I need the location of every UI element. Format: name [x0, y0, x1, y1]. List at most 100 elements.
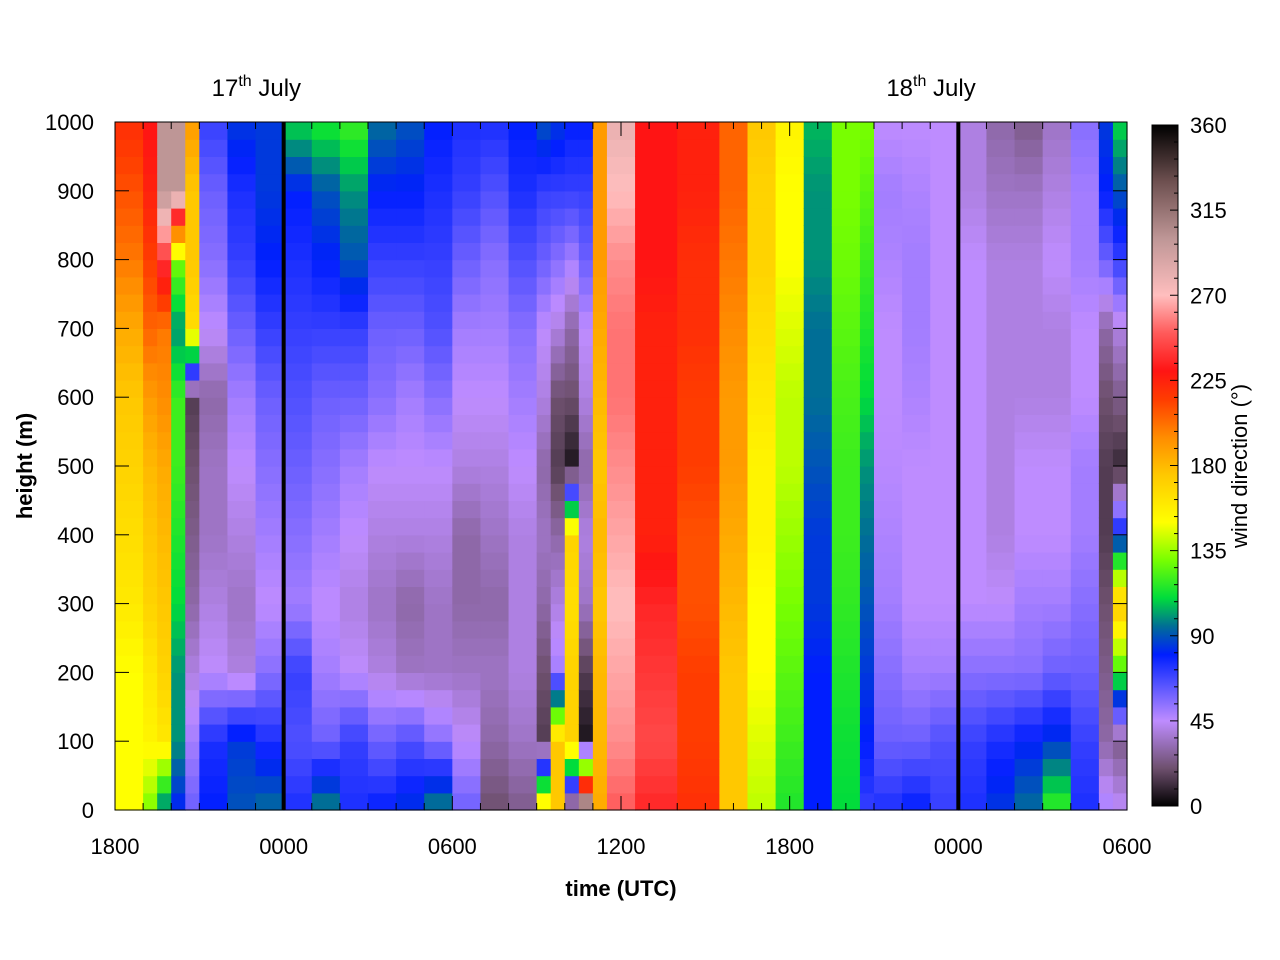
- heatmap-cell: [550, 466, 566, 484]
- heatmap-cell: [635, 741, 678, 759]
- heatmap-cell: [143, 672, 158, 691]
- heatmap-cell: [115, 483, 144, 501]
- heatmap-cell: [1112, 517, 1128, 536]
- heatmap-cell: [747, 724, 777, 742]
- heatmap-cell: [283, 362, 313, 381]
- heatmap-cell: [874, 792, 903, 811]
- heatmap-cell: [171, 500, 186, 519]
- heatmap-cell: [550, 517, 566, 536]
- heatmap-cell: [606, 603, 636, 622]
- heatmap-cell: [564, 517, 580, 536]
- heatmap-cell: [1070, 552, 1100, 570]
- heatmap-cell: [803, 500, 833, 519]
- heatmap-cell: [339, 706, 369, 725]
- heatmap-cell: [536, 448, 552, 467]
- colorbar-tick-label: 360: [1190, 113, 1227, 138]
- heatmap-cell: [874, 156, 903, 175]
- heatmap-cell: [115, 139, 144, 157]
- heatmap-cell: [677, 724, 720, 742]
- heatmap-cell: [227, 620, 257, 639]
- heatmap-cell: [831, 122, 861, 140]
- heatmap-cell: [930, 689, 959, 708]
- heatmap-cell: [986, 294, 1016, 312]
- heatmap-cell: [986, 414, 1016, 433]
- heatmap-cell: [592, 466, 608, 484]
- heatmap-cell: [480, 208, 510, 226]
- heatmap-cell: [255, 311, 285, 329]
- heatmap-cell: [157, 534, 172, 553]
- heatmap-cell: [677, 569, 720, 587]
- heatmap-cell: [747, 294, 777, 312]
- heatmap-cell: [930, 173, 959, 192]
- heatmap-cell: [368, 603, 397, 622]
- heatmap-cell: [677, 345, 720, 364]
- heatmap-cell: [958, 139, 988, 157]
- heatmap-cell: [199, 758, 229, 777]
- heatmap-cell: [578, 139, 594, 157]
- heatmap-cell: [564, 380, 580, 398]
- heatmap-cell: [775, 156, 805, 175]
- heatmap-cell: [803, 380, 833, 398]
- heatmap-cell: [635, 259, 678, 278]
- heatmap-cell: [677, 689, 720, 708]
- heatmap-cell: [480, 225, 510, 243]
- heatmap-cell: [199, 672, 229, 691]
- heatmap-cell: [283, 414, 313, 433]
- day-marker-label: 18th July: [886, 73, 975, 102]
- heatmap-cell: [930, 139, 959, 157]
- heatmap-cell: [227, 689, 257, 708]
- heatmap-cell: [578, 586, 594, 605]
- heatmap-cell: [452, 569, 482, 587]
- heatmap-cell: [255, 173, 285, 192]
- heatmap-cell: [508, 259, 538, 278]
- heatmap-cell: [1112, 328, 1128, 347]
- heatmap-cell: [283, 208, 313, 226]
- heatmap-cell: [311, 431, 341, 450]
- heatmap-cell: [368, 569, 397, 587]
- heatmap-cell: [747, 173, 777, 192]
- heatmap-cell: [452, 139, 482, 157]
- heatmap-cell: [143, 620, 158, 639]
- heatmap-cell: [1112, 758, 1128, 777]
- heatmap-cell: [227, 208, 257, 226]
- heatmap-cell: [719, 569, 749, 587]
- heatmap-cell: [859, 534, 875, 553]
- heatmap-cell: [157, 603, 172, 622]
- heatmap-cell: [874, 758, 903, 777]
- heatmap-cell: [227, 706, 257, 725]
- heatmap-cell: [199, 638, 229, 656]
- heatmap-cell: [859, 122, 875, 140]
- heatmap-cell: [452, 156, 482, 175]
- heatmap-cell: [536, 655, 552, 673]
- heatmap-cell: [283, 431, 313, 450]
- heatmap-cell: [902, 724, 931, 742]
- y-tick-label: 0: [82, 798, 94, 823]
- heatmap-cell: [171, 139, 186, 157]
- heatmap-cell: [157, 569, 172, 587]
- heatmap-cell: [508, 190, 538, 209]
- heatmap-cell: [1014, 225, 1044, 243]
- heatmap-cell: [606, 448, 636, 467]
- heatmap-cell: [143, 689, 158, 708]
- heatmap-cell: [452, 362, 482, 381]
- heatmap-cell: [1070, 414, 1100, 433]
- heatmap-cell: [803, 603, 833, 622]
- heatmap-cell: [1070, 345, 1100, 364]
- heatmap-cell: [339, 638, 369, 656]
- heatmap-cell: [719, 586, 749, 605]
- heatmap-cell: [1042, 122, 1072, 140]
- heatmap-cell: [143, 362, 158, 381]
- heatmap-cell: [859, 706, 875, 725]
- heatmap-cell: [368, 431, 397, 450]
- heatmap-cell: [606, 139, 636, 157]
- heatmap-cell: [1042, 792, 1072, 811]
- heatmap-cell: [171, 534, 186, 553]
- heatmap-cell: [677, 173, 720, 192]
- heatmap-cell: [747, 534, 777, 553]
- heatmap-cell: [874, 724, 903, 742]
- heatmap-cell: [831, 139, 861, 157]
- heatmap-cell: [550, 620, 566, 639]
- heatmap-cell: [592, 294, 608, 312]
- heatmap-cell: [1098, 603, 1114, 622]
- heatmap-cell: [635, 362, 678, 381]
